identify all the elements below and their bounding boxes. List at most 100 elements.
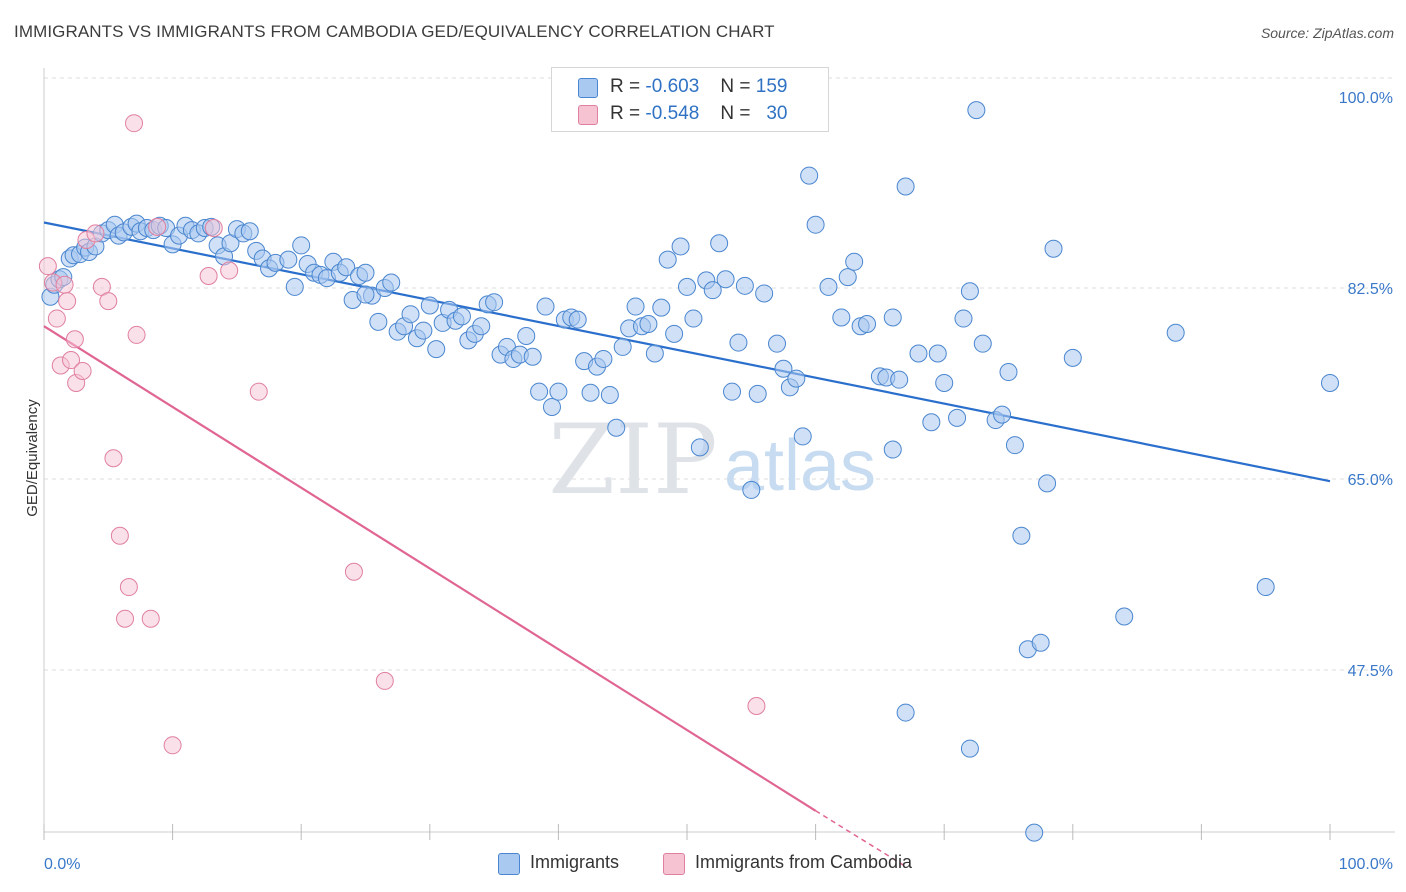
- immigrants-point: [581, 383, 600, 402]
- immigrants-point: [594, 349, 613, 368]
- immigrants-point: [883, 440, 902, 459]
- immigrants-point: [922, 413, 941, 432]
- cambodia-point: [99, 292, 118, 311]
- immigrants-point: [1115, 607, 1134, 626]
- immigrants-point: [755, 284, 774, 303]
- immigrants-point: [1166, 323, 1185, 342]
- immigrants-point: [485, 293, 504, 312]
- immigrants-point: [819, 277, 838, 296]
- legend-n-value: 30: [766, 103, 788, 124]
- immigrants-point: [1005, 436, 1024, 455]
- bottom-legend-label: Immigrants: [530, 852, 620, 872]
- cambodia-point: [104, 449, 123, 468]
- watermark: ZIP atlas: [548, 404, 876, 516]
- immigrants-point: [838, 268, 857, 287]
- cambodia-point: [55, 275, 74, 294]
- immigrants-point: [973, 334, 992, 353]
- immigrants-point: [337, 258, 356, 277]
- cambodia-point: [58, 292, 77, 311]
- immigrants-point: [735, 276, 754, 295]
- legend-swatch-blue: [578, 78, 598, 98]
- immigrants-point: [1031, 633, 1050, 652]
- immigrants-point: [530, 382, 549, 401]
- immigrants-point: [723, 382, 742, 401]
- immigrants-point: [832, 308, 851, 327]
- immigrants-point: [800, 166, 819, 185]
- immigrants-point: [748, 384, 767, 403]
- cambodia-trend-line: [43, 325, 817, 812]
- immigrants-point: [993, 405, 1012, 424]
- legend-n-label: N =: [720, 103, 751, 124]
- bottom-legend-label: Immigrants from Cambodia: [695, 852, 913, 872]
- correlation-legend: R = -0.603 N = 159 R = -0.548 N = 30: [551, 67, 829, 132]
- immigrants-point: [279, 250, 298, 269]
- immigrants-point: [896, 703, 915, 722]
- y-axis-title: GED/Equivalency: [24, 399, 41, 517]
- immigrants-point: [356, 285, 375, 304]
- immigrants-point: [960, 739, 979, 758]
- immigrants-point: [382, 273, 401, 292]
- grid-lines: [44, 77, 1395, 671]
- immigrants-point: [1321, 373, 1339, 392]
- legend-n-value: 159: [755, 76, 788, 97]
- immigrants-point: [472, 317, 491, 336]
- immigrants-point: [1038, 474, 1057, 493]
- x-tick-label: 0.0%: [44, 856, 80, 873]
- legend-swatch-pink: [578, 105, 598, 125]
- immigrants-point: [639, 315, 658, 334]
- cambodia-point: [116, 609, 135, 628]
- x-tick-labels: 0.0% 100.0%: [44, 856, 1393, 873]
- bottom-legend-swatch-blue: [498, 853, 520, 875]
- immigrants-point: [690, 438, 709, 457]
- immigrants-point: [935, 373, 954, 392]
- immigrants-point: [607, 418, 626, 437]
- immigrants-point: [452, 307, 471, 326]
- cambodia-point: [344, 562, 363, 581]
- cambodia-point: [220, 261, 239, 280]
- cambodia-point: [148, 217, 167, 236]
- immigrants-point: [774, 359, 793, 378]
- cambodia-point: [86, 224, 105, 243]
- cambodia-point: [127, 325, 146, 344]
- cambodia-point: [65, 330, 84, 349]
- cambodia-point: [62, 351, 81, 370]
- chart-title: IMMIGRANTS VS IMMIGRANTS FROM CAMBODIA G…: [14, 22, 775, 41]
- immigrants-point: [883, 308, 902, 327]
- immigrants-points: [41, 101, 1339, 842]
- legend-r-value: -0.603: [645, 76, 700, 97]
- cambodia-point: [747, 697, 766, 716]
- immigrants-point: [806, 215, 825, 234]
- axes: [43, 68, 1395, 840]
- immigrants-point: [285, 277, 304, 296]
- immigrants-point: [1044, 239, 1063, 258]
- legend-r-value: -0.548: [645, 103, 700, 124]
- cambodia-point: [119, 578, 138, 597]
- cambodia-point: [47, 309, 66, 328]
- y-tick-labels: 47.5% 65.0% 82.5% 100.0%: [1339, 90, 1393, 680]
- y-tick-label: 100.0%: [1339, 90, 1393, 107]
- immigrants-point: [787, 369, 806, 388]
- immigrants-point: [549, 382, 568, 401]
- immigrants-point: [658, 250, 677, 269]
- cambodia-point: [199, 266, 218, 285]
- immigrants-point: [928, 344, 947, 363]
- immigrants-point: [1063, 348, 1082, 367]
- cambodia-point: [73, 361, 92, 380]
- immigrants-point: [845, 252, 864, 271]
- immigrants-point: [517, 327, 536, 346]
- immigrants-point: [626, 297, 645, 316]
- cambodia-point: [249, 382, 268, 401]
- immigrants-point: [671, 237, 690, 256]
- immigrants-point: [356, 263, 375, 282]
- immigrants-point: [427, 340, 446, 359]
- immigrants-point: [665, 324, 684, 343]
- cambodia-point: [125, 114, 144, 133]
- immigrants-point: [568, 310, 587, 329]
- y-tick-label: 65.0%: [1348, 472, 1393, 489]
- immigrants-point: [1025, 823, 1044, 842]
- cambodia-point: [110, 526, 129, 545]
- immigrants-point: [960, 282, 979, 301]
- immigrants-point: [710, 234, 729, 253]
- y-tick-label: 82.5%: [1348, 281, 1393, 298]
